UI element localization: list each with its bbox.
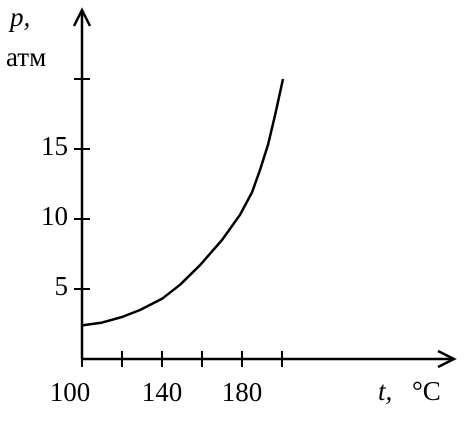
x-tick-label: 180 xyxy=(222,377,263,407)
y-axis-label: p, xyxy=(8,2,30,32)
x-axis-arrow xyxy=(437,349,457,369)
y-tick-label: 10 xyxy=(41,201,68,231)
x-tick-label: 100 xyxy=(50,377,91,407)
x-axis-label: t, xyxy=(378,376,392,406)
y-axis-unit: атм xyxy=(6,42,46,72)
x-tick-label: 140 xyxy=(142,377,183,407)
y-axis-arrow xyxy=(72,7,92,27)
y-tick-label: 5 xyxy=(55,271,69,301)
x-axis-unit: °C xyxy=(412,376,441,406)
data-line xyxy=(81,78,285,327)
y-tick-label: 15 xyxy=(41,131,68,161)
